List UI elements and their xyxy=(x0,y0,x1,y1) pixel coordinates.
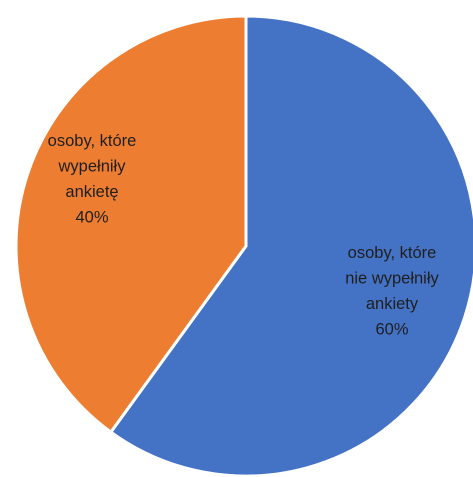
pie-slice-label-2: osoby, które wypełniły ankietę 40% xyxy=(48,132,137,227)
pie-slice-label-line: ankiety xyxy=(366,295,419,313)
pie-slices xyxy=(14,14,473,477)
pie-slice-label-line: osoby, które xyxy=(348,244,437,262)
pie-slice-label-line: ankietę xyxy=(65,183,118,201)
pie-slice-label-line: wypełniły xyxy=(58,157,127,175)
pie-slice-label-line: 40% xyxy=(75,208,108,226)
pie-slice-label-1: osoby, które nie wypełniły ankiety 60% xyxy=(345,244,439,339)
pie-labels: osoby, które nie wypełniły ankiety 60%osoby… xyxy=(48,132,440,338)
pie-slice-label-line: 60% xyxy=(375,320,408,338)
pie-slice-1 xyxy=(109,14,473,477)
pie-slice-2 xyxy=(14,14,248,434)
pie-slice-label-line: nie wypełniły xyxy=(345,269,439,287)
pie-slice-label-line: osoby, które xyxy=(48,132,137,150)
